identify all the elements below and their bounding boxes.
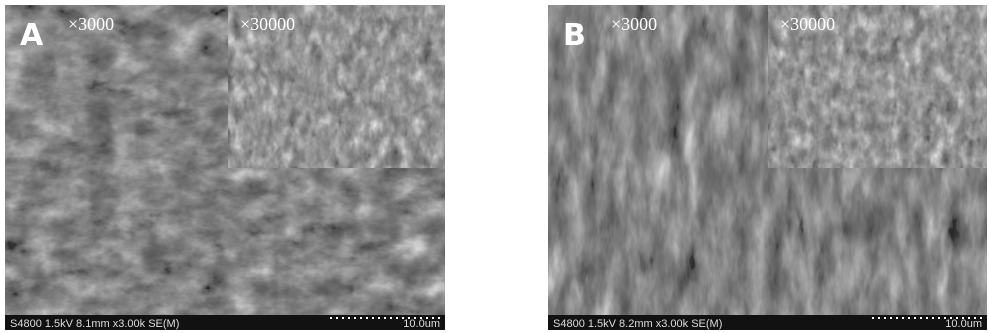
footer-text: S4800 1.5kV 8.1mm x3.00k SE(M) [10,318,179,330]
panel-label: B [563,18,586,53]
scale-text: 10.0um [945,318,982,330]
panel-b: B ×3000 ×30000 S4800 1.5kV 8.2mm x3.00k … [548,5,987,330]
inset-texture [228,5,445,168]
inset-magnification: ×30000 [240,14,295,34]
scale-text: 10.0um [403,318,440,330]
footer-bar [5,315,445,330]
inset-magnification: ×30000 [780,14,835,34]
footer-text: S4800 1.5kV 8.2mm x3.00k SE(M) [553,318,722,330]
panel-label: A [20,18,44,53]
inset-texture [768,5,987,168]
magnification: ×3000 [68,14,114,34]
magnification: ×3000 [611,14,657,34]
footer-bar [548,315,987,330]
panel-a: A ×3000 ×30000 S4800 1.5kV 8.1mm x3.00k … [5,5,445,330]
